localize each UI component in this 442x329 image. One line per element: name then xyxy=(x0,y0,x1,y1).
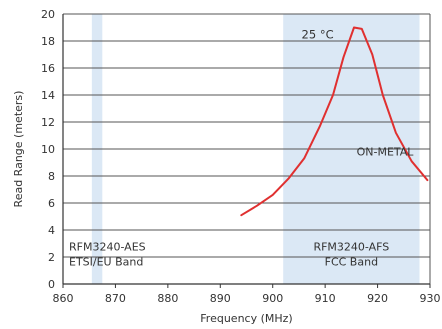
read-range-line-0 xyxy=(240,26,429,217)
y-tick-label-18: 18 xyxy=(41,35,55,48)
x-tick-label-900: 900 xyxy=(262,292,283,305)
tick-labels: 0 2 4 6 8 10 12 14 16 18 20 860 870 880 890 900 910 920 93… xyxy=(41,8,441,305)
band-label-1-line-0: RFM3240-AFS xyxy=(313,240,389,253)
y-tick-label-0: 0 xyxy=(48,278,55,291)
y-tick-label-4: 4 xyxy=(48,224,55,237)
y-tick-label-16: 16 xyxy=(41,62,55,75)
temperature-annotation: 25 °C xyxy=(302,27,334,41)
x-tick-label-930: 930 xyxy=(420,292,441,305)
x-tick-label-870: 870 xyxy=(105,292,126,305)
series-layer xyxy=(240,26,429,217)
x-tick-label-890: 890 xyxy=(210,292,231,305)
y-tick-label-14: 14 xyxy=(41,89,55,102)
x-tick-label-910: 910 xyxy=(315,292,336,305)
band-label-1-line-1: FCC Band xyxy=(325,255,378,268)
y-tick-label-12: 12 xyxy=(41,116,55,129)
x-axis-title: Frequency (MHz) xyxy=(200,312,292,325)
y-tick-label-2: 2 xyxy=(48,251,55,264)
y-tick-label-10: 10 xyxy=(41,143,55,156)
axes xyxy=(62,14,430,285)
band-label-0-line-0: RFM3240-AES xyxy=(69,240,146,253)
band-label-0-line-1: ETSI/EU Band xyxy=(69,255,143,268)
grid-lines xyxy=(63,13,431,284)
x-tick-label-860: 860 xyxy=(53,292,74,305)
on-metal-annotation: ON-METAL xyxy=(357,146,415,159)
x-tick-label-880: 880 xyxy=(157,292,178,305)
x-tick-label-920: 920 xyxy=(367,292,388,305)
annotations: 25 °C ON-METAL xyxy=(302,27,415,158)
y-axis-title: Read Range (meters) xyxy=(12,91,25,208)
y-tick-label-20: 20 xyxy=(41,8,55,21)
y-tick-label-8: 8 xyxy=(48,170,55,183)
y-tick-label-6: 6 xyxy=(48,197,55,210)
